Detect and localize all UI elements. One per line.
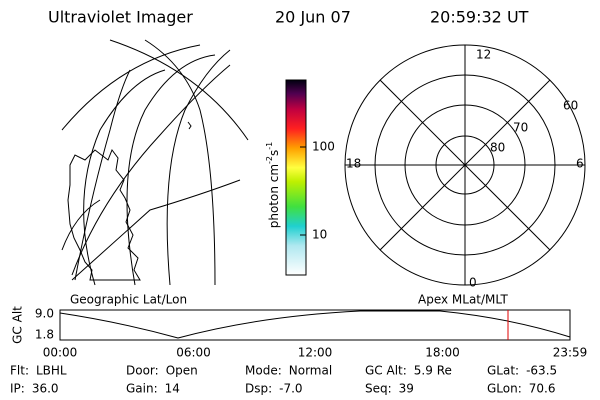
field-label: Gain:: [126, 382, 158, 396]
field-label: IP:: [10, 382, 25, 396]
mlt-label: 12: [476, 48, 491, 62]
field-value: 14: [165, 382, 180, 396]
field-label: Flt:: [10, 364, 29, 378]
colorbar-tick-label: 100: [312, 140, 335, 154]
x-tick-label: 18:00: [425, 346, 460, 360]
mlt-label: 6: [576, 157, 584, 171]
altitude-curve: [59, 310, 571, 339]
title: Ultraviolet Imager: [48, 8, 193, 27]
lat-label: 70: [513, 121, 528, 135]
panel-label: Geographic Lat/Lon: [70, 293, 187, 307]
field-label: GC Alt:: [365, 364, 407, 378]
x-tick-label: 06:00: [176, 346, 211, 360]
field-value: 36.0: [32, 382, 59, 396]
field-value: -63.5: [526, 364, 557, 378]
mlt-label: 18: [346, 157, 361, 171]
field-value: 39: [399, 382, 414, 396]
field-value: -7.0: [279, 382, 302, 396]
exponent: -2: [265, 156, 274, 164]
date: 20 Jun 07: [275, 8, 351, 27]
field-value: Open: [166, 364, 198, 378]
field-label: Door:: [126, 364, 159, 378]
colorbar-label: photon cm-2s-1: [265, 142, 281, 229]
field-value: 70.6: [529, 382, 556, 396]
lat-label: 80: [490, 141, 505, 155]
colorbar-tick-label: 10: [312, 228, 327, 242]
x-tick-label: 23:59: [553, 346, 588, 360]
status-footer: Flt: LBHL Door: Open Mode: Normal GC Alt: 5.9 R…: [10, 364, 557, 396]
exponent: -1: [265, 142, 274, 150]
y-tick-label: 9.0: [35, 307, 54, 321]
polar-grid: [344, 44, 586, 286]
altitude-frame: [59, 309, 571, 341]
field-label: Seq:: [365, 382, 392, 396]
unit: photon cm: [267, 164, 281, 228]
field-value: LBHL: [36, 364, 67, 378]
field-value: Normal: [289, 364, 332, 378]
x-tick-label: 12:00: [298, 346, 333, 360]
geographic-map: [61, 39, 249, 286]
colorbar: [285, 79, 307, 276]
unit: s: [267, 150, 281, 156]
x-tick-label: 00:00: [43, 346, 78, 360]
panel-label: Apex MLat/MLT: [418, 293, 508, 307]
y-tick-label: 1.8: [35, 328, 54, 342]
field-label: Mode:: [245, 364, 282, 378]
field-value: 5.9 Re: [414, 364, 452, 378]
field-label: GLat:: [487, 364, 519, 378]
y-axis-label: GC Alt: [11, 306, 25, 344]
x-ticks: 00:00 06:00 12:00 18:00 23:59: [43, 346, 588, 360]
time: 20:59:32 UT: [430, 8, 529, 27]
field-label: Dsp:: [245, 382, 272, 396]
field-label: GLon:: [487, 382, 522, 396]
mlt-label: 0: [469, 276, 477, 290]
lat-label: 60: [563, 99, 578, 113]
